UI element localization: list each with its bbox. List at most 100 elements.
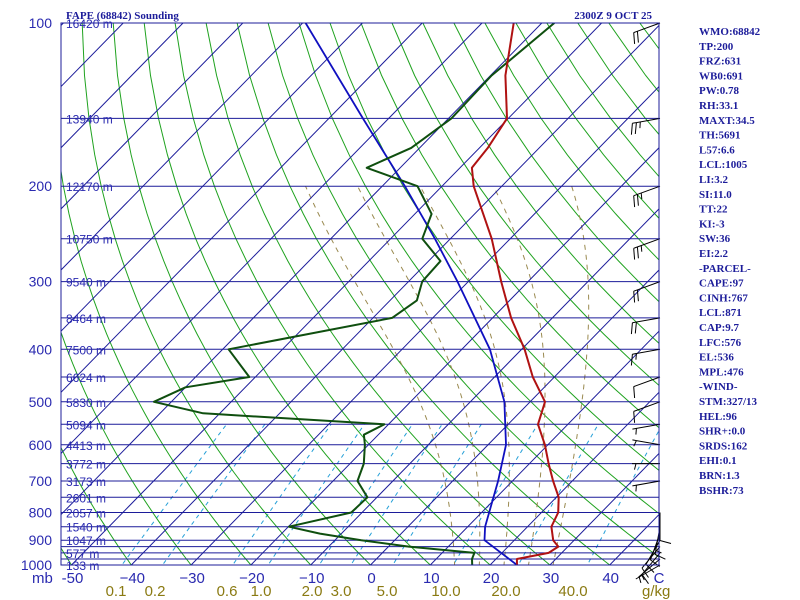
pressure-label: 800 [29,505,53,521]
isotherm-line [61,23,363,332]
index-value: SI:11.0 [699,189,732,201]
temperature-tick-label: 40 [602,570,619,587]
index-value: SW:36 [699,233,731,245]
index-value: RH:33.1 [699,100,738,112]
index-value: CAP:9.7 [699,322,740,334]
wind-barb [632,463,660,470]
index-value: -PARCEL- [699,263,751,275]
index-value: BSHR:73 [699,485,744,497]
barb-flag [633,291,636,303]
dry-adiabat-line [61,167,252,565]
index-value: SRDS:162 [699,440,748,452]
isotherm-line [429,330,659,565]
mixing-ratio-label: 0.6 [217,583,238,600]
mixing-ratio-label: 20.0 [491,583,520,600]
barb-flag [636,289,639,302]
parcel-trace [304,23,518,565]
mixing-ratio-line [232,424,332,565]
height-label: 13940 m [66,112,113,126]
dry-adiabat-line [422,23,659,344]
barb-flag [640,245,643,252]
index-value: KI:-3 [699,218,725,230]
x-unit-right-label: C [654,570,665,587]
temperature-tick-label: −10 [299,570,324,587]
barb-staff [633,281,661,292]
moist-adiabat-line [552,186,590,565]
index-value: LCL:1005 [699,159,748,171]
dry-adiabat-line [298,23,659,515]
height-label: 5094 m [66,418,106,432]
temperature-tick-label: -50 [62,570,84,587]
moist-adiabat-line [357,185,481,565]
isotherm-line [370,269,659,565]
mixing-ratio-line [267,424,365,565]
pressure-label: 900 [29,532,53,548]
wind-barb [633,238,661,260]
profiles [152,23,560,565]
isotherm-line [549,452,659,565]
barb-flag [634,463,637,470]
barb-flag [633,440,637,447]
height-label: 9540 m [66,276,106,290]
wind-barb [630,117,661,135]
index-value: CAPE:97 [699,278,744,290]
height-label: 5830 m [66,396,106,410]
barb-flag [630,123,633,135]
wind-barb [633,376,661,399]
barb-flag [636,246,639,259]
barb-flag [636,194,639,206]
wind-barb [633,185,661,208]
barb-staff [632,117,661,124]
barb-flag [645,564,655,573]
barb-flag [638,576,642,584]
pressure-label: 400 [29,341,53,357]
index-value: TH:5691 [699,130,741,142]
barb-flag [635,485,637,492]
temperature-tick-label: 20 [483,570,500,587]
barb-staff [632,480,661,487]
sounding-title: FAPE (68842) Sounding [66,10,179,22]
temperature-tick-label: −40 [120,570,145,587]
isotherm-line [61,23,543,516]
barb-flag [635,353,637,360]
isotherm-line [0,23,4,565]
dry-adiabat-line [61,330,192,565]
index-value: WMO:68842 [699,26,761,38]
mixing-ratio-label: 3.0 [331,583,352,600]
index-value: EL:536 [699,352,734,364]
isotherm-line [489,391,659,565]
sounding-time: 2300Z 9 OCT 25 [574,10,652,22]
temperature-tick-label: 0 [367,570,375,587]
wind-barb [632,439,661,447]
dry-adiabat-line [267,23,659,558]
height-label: 3173 m [66,475,106,489]
temperature-tick-label: −30 [179,570,204,587]
barb-staff [632,423,661,430]
dewpoint-trace [152,23,555,565]
barb-staff [641,552,661,575]
height-label: 133 m [66,559,99,573]
mixing-ratio-unit: g/kg [642,583,670,600]
mixing-ratio-line [121,423,227,565]
index-value: -WIND- [699,381,738,393]
isotherm-line [190,85,659,565]
pressure-label: 500 [29,394,53,410]
index-value: EI:2.2 [699,248,729,260]
mixing-ratio-label: 0.2 [145,583,166,600]
mixing-ratio-label: 40.0 [558,583,587,600]
mixing-ratio-label: 2.0 [302,583,323,600]
index-value: L57:6.6 [699,144,735,156]
barb-flag [633,195,636,208]
pressure-label: 100 [29,15,53,31]
barb-staff [633,238,661,249]
mixing-ratio-label: 5.0 [377,583,398,600]
barb-staff [632,317,661,324]
barb-flag [634,322,637,334]
index-value: HEL:96 [699,411,737,423]
barb-flag [654,553,666,560]
wind-barb [633,22,661,44]
isotherm-line [310,208,659,565]
mixing-ratio-label: 0.1 [106,583,127,600]
height-label: 3772 m [66,458,106,472]
wind-barb [630,317,661,335]
